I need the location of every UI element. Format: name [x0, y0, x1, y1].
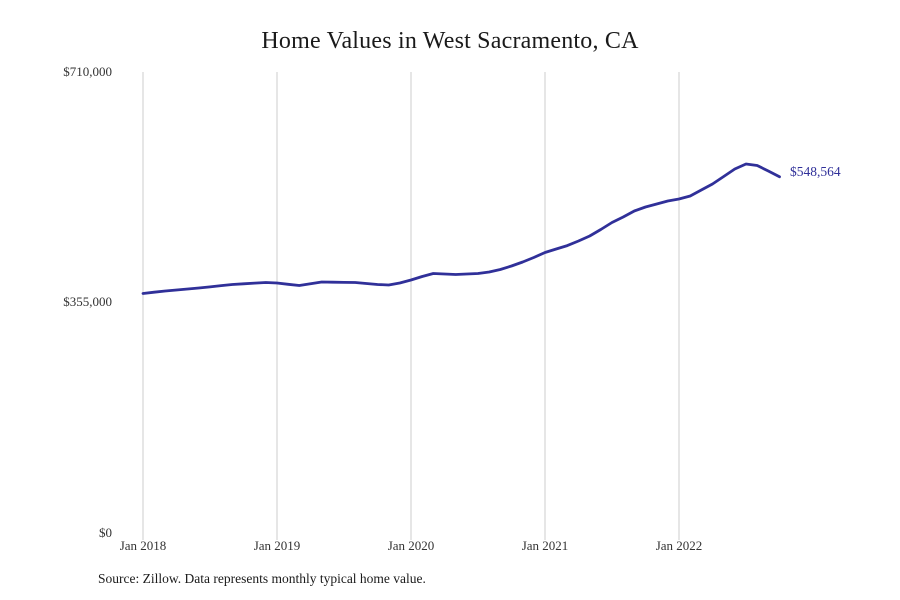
- x-axis-tick-label-2018: Jan 2018: [119, 538, 167, 553]
- x-axis-tick-label-2019: Jan 2019: [253, 538, 301, 553]
- chart-title: Home Values in West Sacramento, CA: [261, 28, 639, 54]
- y-axis-tick-label-top: $710,000: [63, 64, 112, 79]
- x-axis-tick-label-2021: Jan 2021: [521, 538, 569, 553]
- y-axis-tick-label-middle: $355,000: [63, 294, 112, 309]
- home-value-line: [141, 162, 781, 295]
- x-axis-tick-label-2022: Jan 2022: [655, 538, 703, 553]
- y-axis-tick-label-bottom: $0: [99, 525, 112, 540]
- end-value-annotation: $548,564: [790, 164, 841, 179]
- x-axis-tick-label-2020: Jan 2020: [387, 538, 435, 553]
- source-note: Source: Zillow. Data represents monthly …: [98, 571, 426, 586]
